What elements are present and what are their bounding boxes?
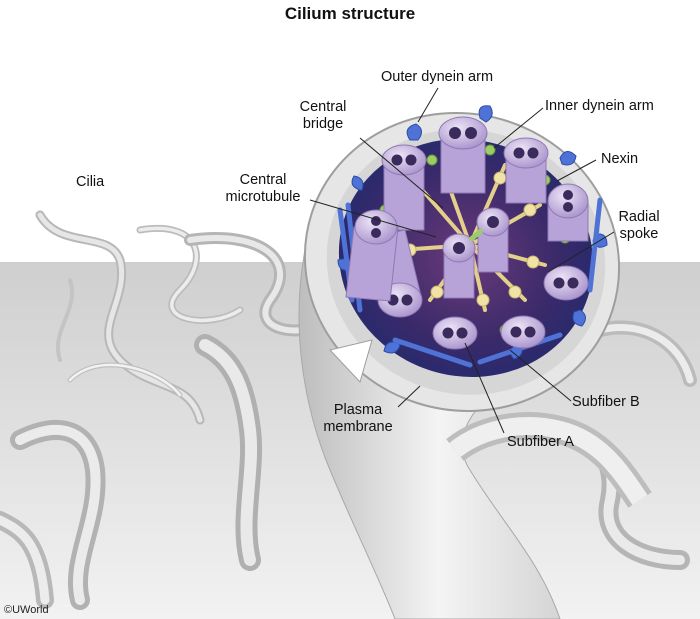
microtubule-doublets: [345, 116, 589, 350]
label-radial-spoke: Radial spoke: [618, 209, 660, 242]
label-plasma-membrane: Plasma membrane: [323, 402, 393, 435]
label-outer-dynein-arm: Outer dynein arm: [381, 69, 494, 85]
leader-lines: [309, 87, 615, 434]
label-inner-dynein-arm: Inner dynein arm: [545, 98, 654, 114]
central-bridge: [468, 228, 484, 242]
label-nexin: Nexin: [601, 151, 639, 167]
label-cilia: Cilia: [76, 174, 105, 190]
label-central-bridge: Central bridge: [299, 99, 347, 132]
label-central-microtubule: Central microtubule: [225, 172, 301, 205]
copyright-notice: ©UWorld: [4, 604, 49, 616]
diagram-title: Cilium structure: [284, 4, 416, 23]
central-microtubules: [442, 207, 510, 299]
label-subfiber-a: Subfiber A: [507, 434, 574, 450]
label-subfiber-b: Subfiber B: [572, 394, 640, 410]
